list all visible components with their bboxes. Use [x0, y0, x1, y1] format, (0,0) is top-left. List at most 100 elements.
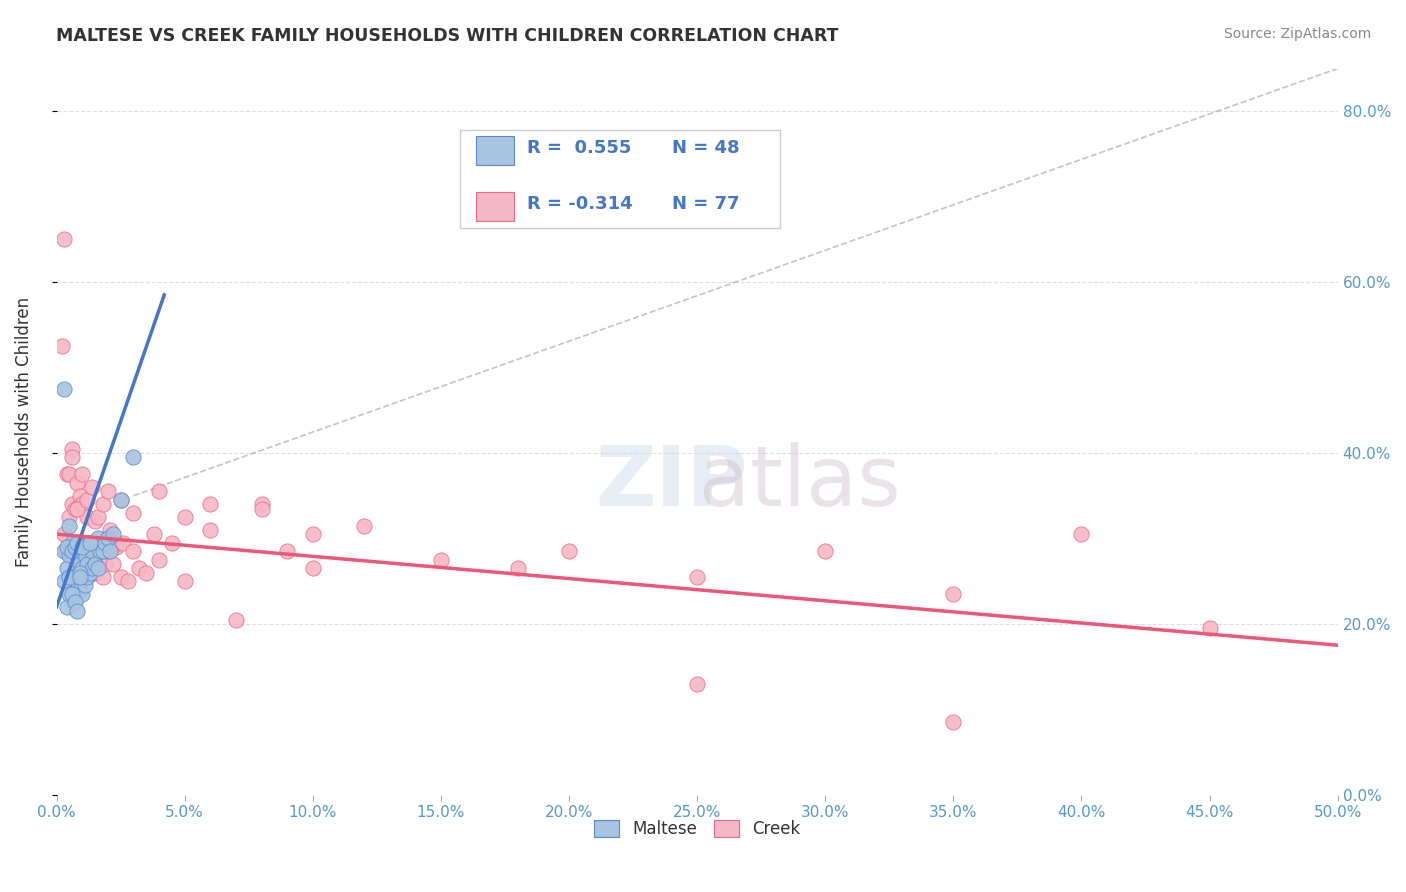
Point: [70, 587, 93, 601]
Point: [107, 535, 129, 549]
Point: [63, 582, 86, 597]
Text: N = 48: N = 48: [672, 139, 740, 157]
Point: [79, 544, 101, 558]
Point: [70, 497, 93, 511]
Point: [79, 566, 101, 580]
Point: [112, 535, 135, 549]
Point: [58, 570, 80, 584]
Point: [301, 561, 323, 575]
Point: [89, 544, 111, 558]
Point: [66, 501, 89, 516]
Point: [110, 570, 132, 584]
Point: [66, 535, 89, 549]
Point: [135, 566, 157, 580]
Point: [73, 578, 96, 592]
Text: atlas: atlas: [699, 442, 900, 523]
Point: [100, 523, 122, 537]
Point: [76, 570, 98, 584]
Point: [250, 497, 273, 511]
Point: [76, 557, 98, 571]
Point: [53, 527, 76, 541]
Point: [89, 553, 111, 567]
Point: [53, 232, 76, 246]
Point: [1070, 527, 1092, 541]
Point: [60, 570, 83, 584]
Point: [56, 540, 79, 554]
Point: [76, 570, 98, 584]
Point: [82, 480, 104, 494]
Point: [160, 535, 183, 549]
Point: [66, 535, 89, 549]
Point: [86, 510, 108, 524]
Point: [128, 561, 150, 575]
Point: [73, 535, 96, 549]
Point: [91, 570, 114, 584]
Legend: Maltese, Creek: Maltese, Creek: [588, 813, 807, 845]
Text: R =  0.555: R = 0.555: [527, 139, 631, 157]
Point: [200, 497, 222, 511]
Point: [51, 339, 73, 353]
Point: [942, 715, 965, 730]
Text: N = 77: N = 77: [672, 195, 740, 213]
Point: [84, 557, 107, 571]
Point: [82, 561, 104, 575]
Point: [173, 510, 195, 524]
Point: [60, 544, 83, 558]
Point: [53, 544, 76, 558]
Point: [53, 574, 76, 588]
Point: [110, 492, 132, 507]
Point: [56, 544, 79, 558]
Point: [84, 566, 107, 580]
Point: [117, 574, 139, 588]
Point: [110, 492, 132, 507]
Point: [942, 587, 965, 601]
Text: Source: ZipAtlas.com: Source: ZipAtlas.com: [1223, 27, 1371, 41]
Point: [94, 557, 117, 571]
Point: [86, 532, 108, 546]
Point: [70, 557, 93, 571]
Point: [91, 544, 114, 558]
Point: [86, 561, 108, 575]
Point: [200, 523, 222, 537]
Point: [66, 549, 89, 563]
Point: [82, 553, 104, 567]
FancyBboxPatch shape: [475, 192, 515, 221]
Point: [430, 553, 453, 567]
Point: [84, 514, 107, 528]
Text: MALTESE VS CREEK FAMILY HOUSEHOLDS WITH CHILDREN CORRELATION CHART: MALTESE VS CREEK FAMILY HOUSEHOLDS WITH …: [56, 27, 839, 45]
Point: [276, 544, 298, 558]
Point: [86, 544, 108, 558]
Point: [66, 574, 89, 588]
Point: [58, 587, 80, 601]
Point: [60, 587, 83, 601]
Point: [79, 540, 101, 554]
FancyBboxPatch shape: [475, 136, 515, 165]
Point: [686, 676, 709, 690]
Point: [122, 506, 145, 520]
Point: [69, 553, 91, 567]
Point: [79, 535, 101, 549]
Point: [686, 570, 709, 584]
Point: [76, 492, 98, 507]
FancyBboxPatch shape: [460, 130, 780, 228]
Text: R = -0.314: R = -0.314: [527, 195, 633, 213]
Text: ZIP: ZIP: [595, 442, 748, 523]
Point: [143, 527, 166, 541]
Point: [148, 484, 170, 499]
Point: [76, 510, 98, 524]
Point: [69, 566, 91, 580]
Point: [69, 570, 91, 584]
Point: [60, 442, 83, 456]
Point: [104, 540, 127, 554]
Point: [70, 467, 93, 482]
Point: [353, 518, 375, 533]
Point: [69, 489, 91, 503]
Point: [56, 467, 79, 482]
Point: [814, 544, 837, 558]
Point: [101, 557, 124, 571]
Point: [63, 561, 86, 575]
Point: [69, 582, 91, 597]
Point: [60, 497, 83, 511]
Point: [66, 566, 89, 580]
Point: [63, 501, 86, 516]
